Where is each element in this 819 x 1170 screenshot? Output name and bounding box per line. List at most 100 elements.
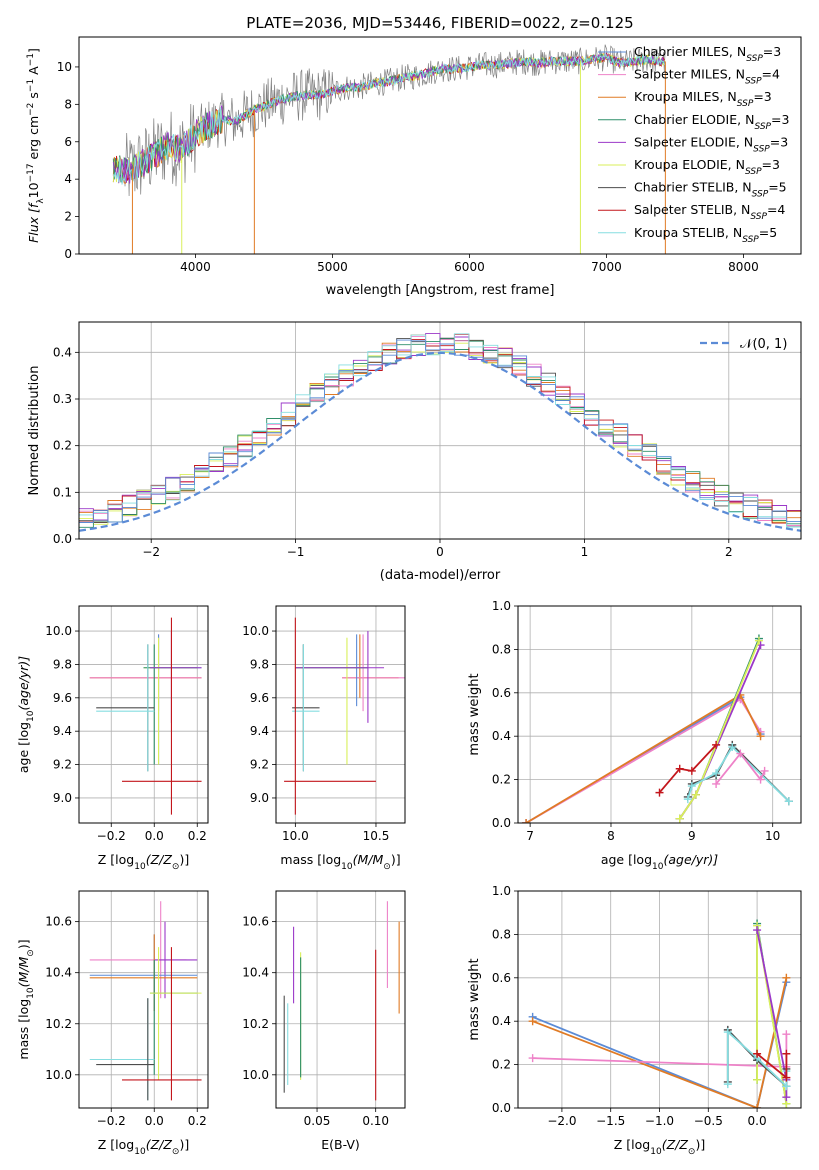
legend-label: Kroupa ELODIE, NSSP=3	[634, 157, 780, 177]
y-tick-label: 9.6	[250, 691, 269, 705]
legend-suffix: =3	[753, 89, 771, 104]
y-tick-label: 0.2	[492, 773, 511, 787]
legend-subscript: SSP	[737, 99, 754, 109]
label-part: 10	[26, 182, 41, 198]
label-part: erg cm	[26, 116, 41, 164]
legend-subscript: SSP	[752, 190, 769, 200]
x-tick-label: 0.2	[188, 1114, 207, 1128]
x-tick-label: 0.05	[304, 1114, 331, 1128]
y-tick-label: 0.2	[53, 439, 72, 453]
series-marker-salp_stelib	[782, 1073, 791, 1082]
x-tick-label: 0.0	[748, 1114, 767, 1128]
y-tick-label: 2	[64, 210, 72, 224]
y-tick-label: 10.4	[45, 966, 72, 980]
x-tick-label: 1	[581, 545, 589, 559]
series-marker-krou_elodie	[691, 790, 700, 799]
label-part: A	[26, 66, 41, 79]
series-marker-krou_miles	[782, 973, 791, 982]
y-tick-label: 10	[57, 60, 72, 74]
y-tick-label: 9.0	[250, 791, 269, 805]
x-tick-label: 0.0	[145, 829, 164, 843]
series-line-chab_miles	[525, 695, 762, 823]
label-part: Z [log	[98, 852, 134, 867]
x-tick-label: 0.2	[188, 829, 207, 843]
label-part: ⊙	[172, 1147, 180, 1157]
y-tick-label: 10.0	[45, 624, 72, 638]
series-marker-salp_stelib	[687, 766, 696, 775]
y-tick-label: 0.3	[53, 392, 72, 406]
series-marker-salp_stelib	[655, 788, 664, 797]
y-tick-label: 0.6	[492, 971, 511, 985]
x-axis-label: (data-model)/error	[380, 568, 501, 583]
legend-label: Kroupa STELIB, NSSP=5	[634, 225, 777, 245]
legend-text: Salpeter MILES, N	[634, 67, 745, 82]
series-marker-salp_stelib	[712, 740, 721, 749]
label-part: s	[26, 92, 41, 103]
y-tick-label: 0.2	[492, 1058, 511, 1072]
legend-label: Chabrier MILES, NSSP=3	[634, 44, 781, 64]
y-tick-label: 0.4	[492, 729, 511, 743]
label-part: (M/M	[353, 852, 384, 867]
y-tick-label: 10.6	[45, 915, 72, 929]
x-tick-label: 8	[607, 829, 615, 843]
legend-text: Kroupa STELIB, N	[634, 225, 742, 240]
label-part: )]	[179, 1137, 189, 1152]
axes-frame	[275, 890, 406, 1109]
x-tick-label: 6000	[454, 260, 485, 274]
series-marker-salp_miles	[736, 749, 745, 758]
legend-label: Kroupa MILES, NSSP=3	[634, 89, 772, 109]
axes-spectrum: 4000 5000 6000 7000 8000 0 2 4 6 8 10	[57, 36, 802, 274]
y-tick-label: 6	[64, 135, 72, 149]
series-marker-salp_miles	[528, 1054, 537, 1063]
label-part: 10	[26, 987, 36, 999]
x-tick-label: 2	[725, 545, 733, 559]
legend-text: Kroupa ELODIE, N	[634, 157, 745, 172]
label-part: 10	[134, 862, 146, 872]
y-tick-label: 9.4	[250, 724, 269, 738]
legend: 𝒩(0, 1)	[700, 337, 787, 352]
legend-suffix: =3	[762, 157, 780, 172]
y-tick-label: 0.4	[492, 1014, 511, 1028]
y-axis-label: age [log10(age/yr)]	[16, 656, 36, 773]
label-part: −17	[26, 163, 36, 182]
label-part: 10	[134, 1147, 146, 1157]
legend-suffix: =4	[767, 202, 785, 217]
series-marker-salp_miles	[760, 766, 769, 775]
legend-subscript: SSP	[754, 122, 771, 132]
y-tick-label: 0.4	[53, 345, 72, 359]
label-part: (Z/Z	[146, 1137, 173, 1152]
label-part: λ	[36, 198, 46, 204]
plot-area	[89, 617, 202, 815]
legend-text: Chabrier ELODIE, N	[634, 112, 754, 127]
label-part: )]	[695, 1137, 705, 1152]
x-tick-label: −1.0	[645, 1114, 674, 1128]
y-tick-label: 0.8	[492, 642, 511, 656]
label-part: )]	[16, 939, 31, 949]
y-tick-label: 10.0	[242, 1068, 269, 1082]
x-tick-label: 7000	[591, 260, 622, 274]
series-marker-krou_elodie	[753, 1075, 762, 1084]
spectrum-model-chab_elodie	[112, 53, 665, 183]
label-part: (Z/Z	[662, 1137, 689, 1152]
series-marker-salp_miles	[712, 779, 721, 788]
y-tick-label: 9.2	[53, 758, 72, 772]
y-tick-label: 1.0	[492, 884, 511, 898]
series-marker-salp_elodie	[782, 1093, 791, 1102]
label-part: 10	[650, 1147, 662, 1157]
legend-label: Salpeter ELODIE, NSSP=3	[634, 134, 788, 154]
plot-area	[528, 919, 791, 1108]
label-part: ⊙	[26, 949, 36, 957]
x-tick-label: 10.0	[282, 829, 309, 843]
y-tick-label: 0	[64, 247, 72, 261]
axes-frame	[78, 605, 209, 824]
series-marker-krou_elodie	[754, 636, 763, 645]
y-tick-label: 4	[64, 172, 72, 186]
plot-area	[522, 634, 793, 823]
y-tick-label: 8	[64, 97, 72, 111]
y-tick-label: 10.4	[242, 966, 269, 980]
spectrum-model-salp_elodie	[112, 53, 665, 184]
label-part: ⊙	[688, 1147, 696, 1157]
x-tick-label: 4000	[180, 260, 211, 274]
legend-suffix: =3	[763, 44, 781, 59]
